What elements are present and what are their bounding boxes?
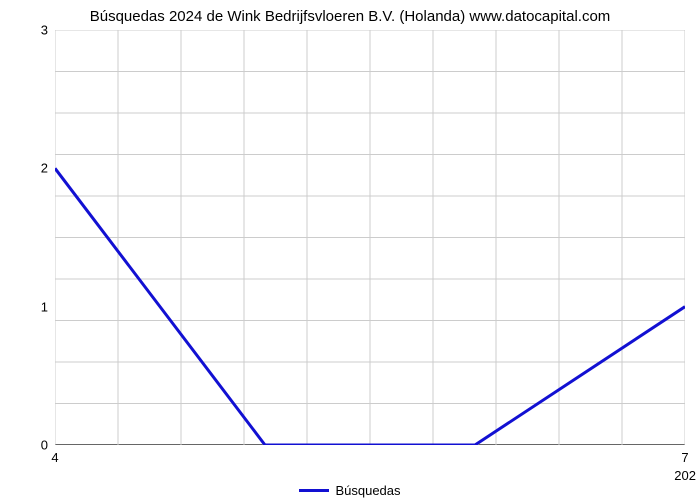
- x-axis-minor-label: 202: [674, 468, 696, 483]
- y-tick-label: 2: [8, 161, 48, 176]
- legend-label: Búsquedas: [335, 483, 400, 498]
- plot-svg: [55, 30, 685, 445]
- gridlines: [55, 30, 685, 445]
- chart-title: Búsquedas 2024 de Wink Bedrijfsvloeren B…: [0, 8, 700, 25]
- chart-container: Búsquedas 2024 de Wink Bedrijfsvloeren B…: [0, 0, 700, 500]
- legend-swatch: [299, 489, 329, 492]
- y-tick-label: 1: [8, 299, 48, 314]
- legend: Búsquedas: [0, 482, 700, 498]
- x-tick-label: 4: [51, 450, 58, 465]
- y-tick-label: 3: [8, 23, 48, 38]
- plot-area: [55, 30, 685, 445]
- y-tick-label: 0: [8, 438, 48, 453]
- x-tick-label: 7: [681, 450, 688, 465]
